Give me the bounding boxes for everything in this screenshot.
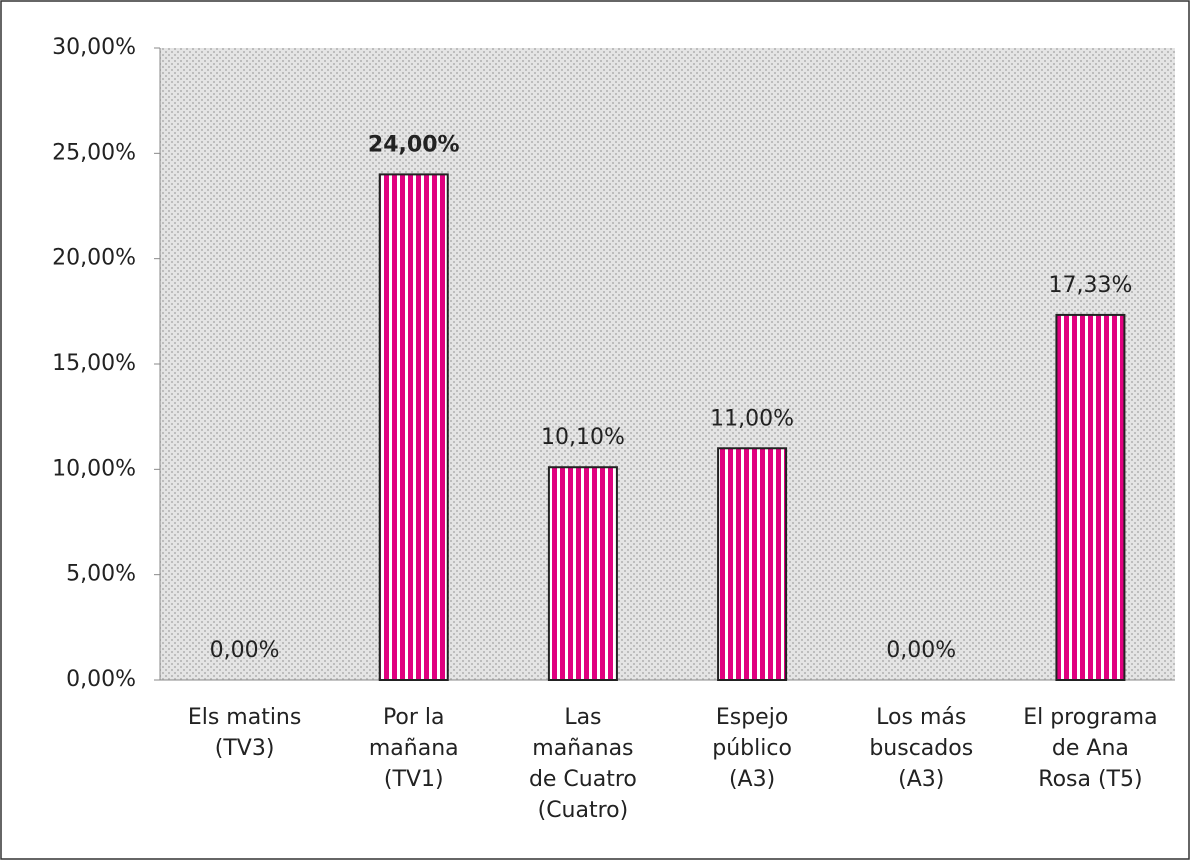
y-tick-label: 20,00% xyxy=(52,246,136,271)
y-tick-label: 0,00% xyxy=(66,667,136,692)
x-tick-label-line: Por la xyxy=(383,705,445,730)
x-tick-label-line: Las xyxy=(564,705,601,730)
y-tick-label: 5,00% xyxy=(66,562,136,587)
x-tick-label: Las mañanas de Cuatro (Cuatro) xyxy=(529,705,637,823)
x-tick-label: Los más buscados (A3) xyxy=(869,705,973,792)
bar xyxy=(1055,313,1126,681)
x-tick-label-line: Los más xyxy=(876,705,966,730)
plot-area xyxy=(160,48,1175,680)
x-tick-label-line: (A3) xyxy=(729,767,775,792)
x-tick-label-line: Espejo xyxy=(716,705,788,730)
data-label: 10,10% xyxy=(541,425,625,450)
x-tick-label-line: Rosa (T5) xyxy=(1038,767,1142,792)
x-tick-label-line: buscados xyxy=(869,736,973,761)
y-tick-label: 15,00% xyxy=(52,351,136,376)
data-label: 17,33% xyxy=(1048,273,1132,298)
x-tick-label: Els matins (TV3) xyxy=(188,705,302,761)
y-tick-label: 10,00% xyxy=(52,456,136,481)
x-tick-label-line: mañana xyxy=(369,736,459,761)
x-tick-label-line: de Ana xyxy=(1052,736,1129,761)
data-label: 0,00% xyxy=(886,638,956,663)
bar xyxy=(378,173,449,681)
x-tick-label-line: (TV1) xyxy=(384,767,444,792)
data-label: 11,00% xyxy=(710,406,794,431)
data-label: 0,00% xyxy=(210,638,280,663)
x-tick-label: Espejo público (A3) xyxy=(712,705,792,792)
x-tick-label: El programa de Ana Rosa (T5) xyxy=(1023,705,1157,792)
x-tick-label-line: mañanas xyxy=(532,736,633,761)
y-tick-label: 25,00% xyxy=(52,140,136,165)
y-tick-label: 30,00% xyxy=(52,35,136,60)
x-tick-label-line: público xyxy=(712,736,792,761)
x-tick-label-line: (TV3) xyxy=(215,736,275,761)
data-label: 24,00% xyxy=(368,132,460,157)
x-tick-label-line: El programa xyxy=(1023,705,1157,730)
x-tick-label-line: (Cuatro) xyxy=(538,798,629,823)
bar xyxy=(717,447,788,681)
x-tick-label-line: de Cuatro xyxy=(529,767,637,792)
x-tick-label: Por la mañana (TV1) xyxy=(369,705,459,792)
x-tick-label-line: Els matins xyxy=(188,705,302,730)
bar xyxy=(547,466,618,681)
x-tick-label-line: (A3) xyxy=(898,767,944,792)
